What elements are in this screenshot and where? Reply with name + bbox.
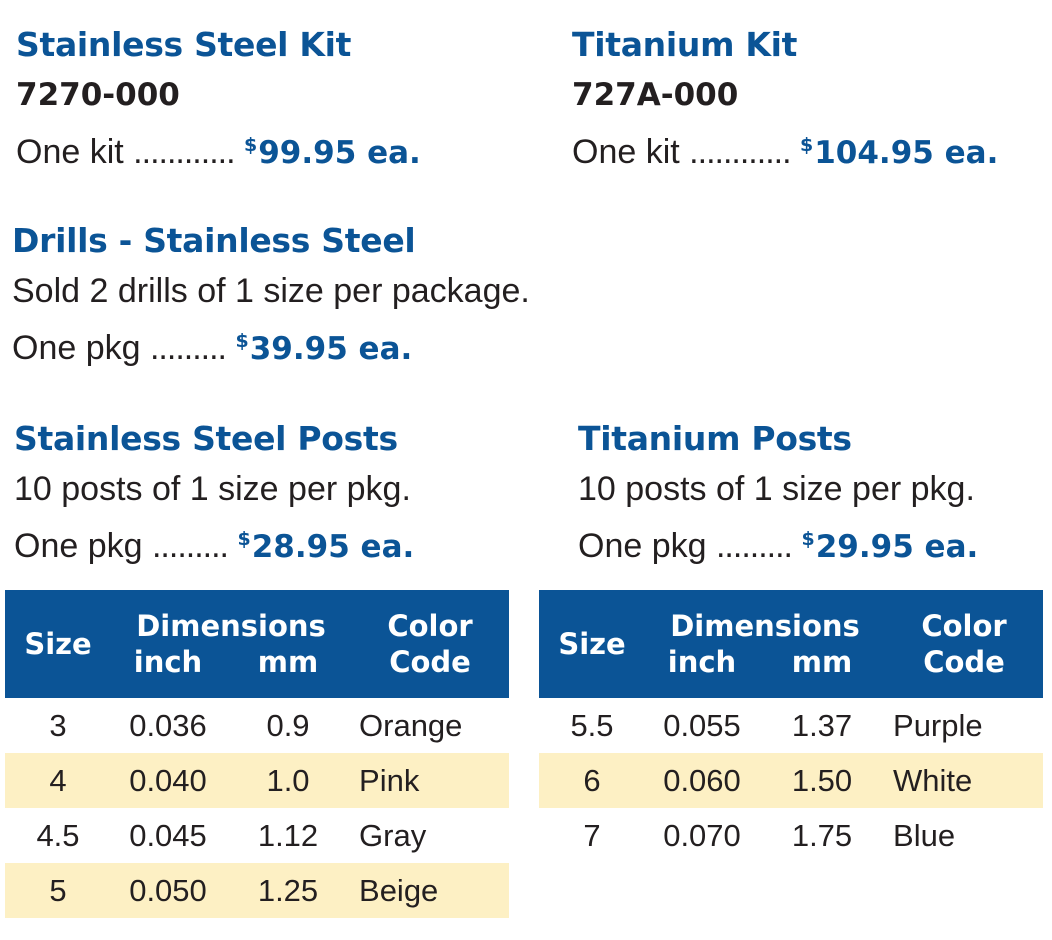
qty-label: One pkg [12, 329, 141, 367]
mm-cell: 1.25 [225, 863, 352, 918]
qty-label: One pkg [578, 527, 707, 565]
titanium-kit-price: $104.95 ea. [799, 134, 999, 171]
mm-cell: 0.9 [266, 707, 310, 743]
currency-symbol: $ [237, 528, 251, 550]
table-row: 4.5 0.045 1.12 Gray [5, 808, 509, 863]
leader-dots: ......... [715, 527, 793, 565]
stainless-kit-section: Stainless Steel Kit 7270-000 One kit ...… [16, 20, 421, 178]
mm-cell: 1.75 [791, 817, 853, 853]
qty-label: One pkg [14, 527, 143, 565]
price-value: 99.95 ea. [258, 135, 421, 171]
table-row: 6 0.060 1.50 White [539, 753, 1044, 808]
titanium-posts-section: Titanium Posts 10 posts of 1 size per pk… [578, 414, 978, 572]
size-cell: 5.5 [570, 707, 614, 743]
size-cell: 6 [539, 753, 645, 808]
table-row: 5.5 0.055 1.37 Purple [539, 698, 1043, 753]
color-cell: Purple [893, 707, 983, 743]
color-cell: White [885, 753, 1044, 808]
stainless-posts-table: Size Dimensions Color Code inch mm 3 0.03… [5, 590, 510, 918]
table-row: 3 0.036 0.9 Orange [5, 698, 509, 753]
mm-header: mm [225, 644, 352, 698]
currency-symbol: $ [799, 134, 814, 156]
color-cell: Pink [351, 753, 510, 808]
dimensions-header: Dimensions [645, 590, 886, 644]
stainless-kit-title: Stainless Steel Kit [16, 25, 352, 64]
mm-header: mm [759, 644, 886, 698]
mm-cell: 1.50 [759, 753, 886, 808]
inch-header: inch [645, 644, 759, 698]
size-header: Size [539, 590, 645, 698]
price-value: 29.95 ea. [815, 529, 979, 565]
titanium-posts-table: Size Dimensions Color Code inch mm 5.5 0.… [539, 590, 1044, 863]
mm-cell: 1.12 [257, 817, 319, 853]
stainless-kit-sku: 7270-000 [16, 77, 180, 113]
qty-label: One kit [572, 133, 680, 171]
stainless-posts-description: 10 posts of 1 size per pkg. [14, 470, 411, 508]
size-cell: 3 [49, 707, 67, 743]
leader-dots: ......... [151, 527, 229, 565]
titanium-posts-price: $29.95 ea. [801, 528, 979, 565]
price-value: 39.95 ea. [249, 331, 413, 367]
inch-cell: 0.036 [129, 707, 207, 743]
titanium-kit-price-line: One kit ............ $104.95 ea. [572, 120, 998, 178]
color-cell: Orange [359, 707, 463, 743]
color-cell: Beige [351, 863, 510, 918]
size-cell: 7 [583, 817, 601, 853]
table-row: 4 0.040 1.0 Pink [5, 753, 510, 808]
color-code-header: Color Code [351, 590, 510, 698]
leader-dots: ............ [689, 133, 791, 171]
color-cell: Blue [893, 817, 956, 853]
dimensions-header: Dimensions [111, 590, 352, 644]
leader-dots: ......... [149, 329, 227, 367]
color-code-header: Color Code [885, 590, 1044, 698]
drills-description: Sold 2 drills of 1 size per package. [12, 272, 530, 310]
inch-cell: 0.070 [663, 817, 741, 853]
currency-symbol: $ [801, 528, 815, 550]
drills-section: Drills - Stainless Steel Sold 2 drills o… [12, 216, 530, 374]
inch-cell: 0.055 [663, 707, 741, 743]
inch-cell: 0.045 [129, 817, 207, 853]
table-row: 7 0.070 1.75 Blue [539, 808, 1043, 863]
titanium-posts-title: Titanium Posts [578, 419, 852, 458]
qty-label: One kit [16, 133, 124, 171]
size-cell: 4 [5, 753, 111, 808]
drills-price: $39.95 ea. [235, 330, 413, 367]
drills-price-line: One pkg ......... $39.95 ea. [12, 316, 530, 374]
mm-cell: 1.0 [225, 753, 352, 808]
size-cell: 4.5 [36, 817, 80, 853]
size-cell: 5 [5, 863, 111, 918]
inch-cell: 0.040 [111, 753, 225, 808]
titanium-kit-section: Titanium Kit 727A-000 One kit ..........… [572, 20, 998, 178]
size-header: Size [5, 590, 111, 698]
stainless-posts-price-line: One pkg ......... $28.95 ea. [14, 514, 414, 572]
table-row: 5 0.050 1.25 Beige [5, 863, 510, 918]
titanium-kit-title: Titanium Kit [572, 25, 798, 64]
color-cell: Gray [359, 817, 427, 853]
stainless-posts-title: Stainless Steel Posts [14, 419, 398, 458]
stainless-posts-section: Stainless Steel Posts 10 posts of 1 size… [14, 414, 414, 572]
titanium-posts-price-line: One pkg ......... $29.95 ea. [578, 514, 978, 572]
titanium-kit-sku: 727A-000 [572, 77, 739, 113]
titanium-posts-description: 10 posts of 1 size per pkg. [578, 470, 975, 508]
price-value: 28.95 ea. [251, 529, 415, 565]
price-value: 104.95 ea. [814, 135, 999, 171]
inch-header: inch [111, 644, 225, 698]
currency-symbol: $ [235, 330, 249, 352]
currency-symbol: $ [243, 134, 258, 156]
inch-cell: 0.060 [645, 753, 759, 808]
stainless-posts-price: $28.95 ea. [237, 528, 415, 565]
leader-dots: ............ [133, 133, 235, 171]
stainless-kit-price-line: One kit ............ $99.95 ea. [16, 120, 421, 178]
drills-title: Drills - Stainless Steel [12, 221, 416, 260]
mm-cell: 1.37 [791, 707, 853, 743]
inch-cell: 0.050 [111, 863, 225, 918]
stainless-kit-price: $99.95 ea. [243, 134, 421, 171]
